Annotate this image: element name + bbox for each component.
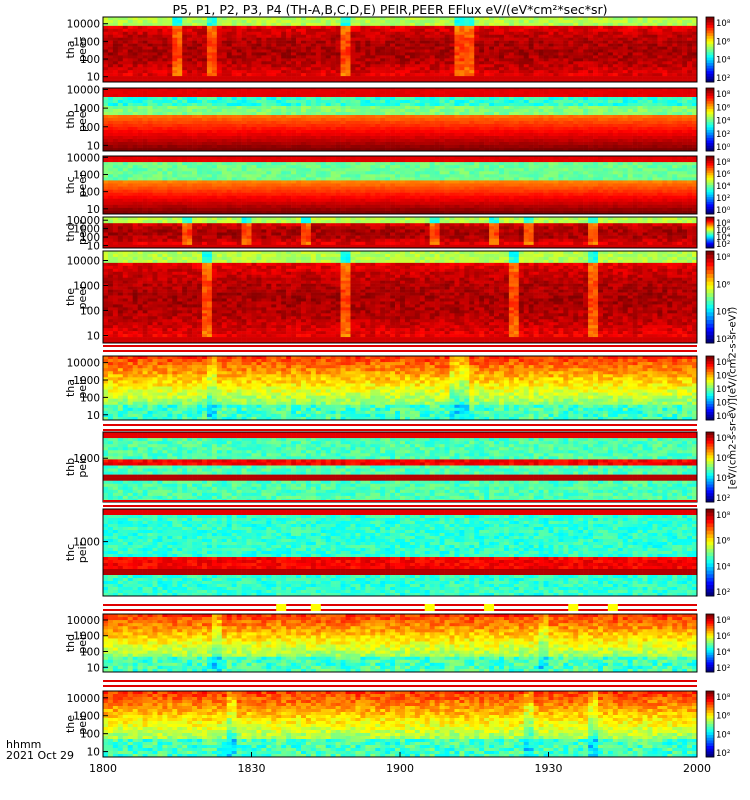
flag-mark [276, 604, 286, 611]
flag-mark [311, 604, 321, 611]
group-separator [103, 345, 697, 352]
quality-flag-strip [103, 604, 697, 611]
y-tick-label: 10000 [67, 256, 100, 268]
y-tick-label: 10 [87, 662, 100, 674]
y-tick-label: 10000 [67, 19, 100, 31]
colorbar-tick-label: 10⁴ [716, 117, 731, 127]
quality-flag-strip [103, 424, 697, 431]
colorbar-tick-label: 10⁶ [716, 103, 731, 113]
colorbar-tick-label: 10⁰ [716, 206, 731, 216]
colorbar-tha-peer: 10⁸ 10⁶ 10⁴ 10² [706, 17, 731, 84]
colorbar-tick-label: 10⁶ [716, 537, 731, 547]
colorbar-tick-label: 10⁸ [716, 19, 731, 29]
colorbar-tick-label: 10⁴ [716, 562, 731, 572]
quality-flag-strip [103, 680, 697, 687]
y-tick-label: 10000 [67, 84, 100, 96]
colorbar-thc-peer: 10⁸ 10⁶ 10⁴ 10² 10⁰ [706, 156, 731, 216]
panel-instrument-label: peer [76, 107, 89, 133]
flag-mark [484, 604, 494, 611]
panel-instrument-label: peer [76, 284, 89, 310]
colorbar-tick-label: 10⁸ [716, 158, 731, 168]
flag-mark [608, 604, 618, 611]
date-label: 2021 Oct 29 [6, 749, 74, 762]
x-tick-label: 1900 [386, 762, 414, 775]
colorbar-tick-label: 10⁸ [716, 616, 731, 626]
y-tick-label: 10000 [67, 693, 100, 705]
panel-instrument-label: peir [76, 541, 89, 563]
colorbar-tick-label: 10⁸ [716, 90, 731, 100]
colorbar-tick-label: 10⁴ [716, 56, 731, 66]
panel-instrument-label: peir [76, 713, 89, 735]
colorbar-tick-label: 10² [716, 749, 730, 759]
y-tick-label: 10 [87, 410, 100, 422]
colorbar-tick-label: 10² [716, 664, 730, 674]
y-tick-label: 10000 [67, 358, 100, 370]
colorbar-tick-label: 10⁸ [716, 693, 731, 703]
y-tick-label: 10 [87, 72, 100, 84]
y-tick-label: 10 [87, 204, 100, 216]
colorbar-tick-label: 10² [716, 240, 730, 250]
colorbar-tick-label: 10⁶ [716, 632, 731, 642]
colorbar-thc-peir: 10⁸ 10⁶ 10⁴ 10² [706, 509, 731, 598]
quality-flag-strip [103, 500, 697, 507]
x-tick-label: 1930 [535, 762, 563, 775]
colorbar-tick-label: 10⁴ [716, 182, 731, 192]
colorbar-tick-label: 10² [716, 74, 730, 84]
colorbar-tick-label: 10² [716, 494, 730, 504]
colorbar-tick-label: 10⁴ [716, 648, 731, 658]
colorbar-the-peir: 10⁸ 10⁶ 10⁴ 10² [706, 691, 731, 759]
colorbar-tick-label: 10² [716, 588, 730, 598]
panel-instrument-label: peir [76, 632, 89, 654]
y-tick-label: 10 [87, 747, 100, 759]
colorbar-tick-label: 10⁰ [716, 143, 731, 153]
y-tick-label: 10000 [67, 615, 100, 627]
y-tick-label: 10 [87, 140, 100, 152]
colorbar-tick-label: 10⁸ [716, 253, 731, 263]
panel-instrument-label: peer [76, 220, 89, 246]
flag-mark [568, 604, 578, 611]
x-tick-label: 2000 [683, 762, 711, 775]
y-tick-label: 10000 [67, 152, 100, 164]
colorbar-label-text: [eV/(cm2-s-sr-eV)](eV/(cm2-s-sr-eV)) [728, 307, 739, 490]
panel-instrument-label: peer [76, 172, 89, 198]
x-tick-label: 1830 [238, 762, 266, 775]
y-tick-label: 10 [87, 330, 100, 342]
colorbar-thd-peir: 10⁸ 10⁶ 10⁴ 10² [706, 614, 731, 674]
panel-instrument-label: peer [76, 37, 89, 63]
colorbar-thb-peer: 10⁸ 10⁶ 10⁴ 10² 10⁰ [706, 88, 731, 153]
colorbar-tick-label: 10⁶ [716, 712, 731, 722]
panel-instrument-label: peir [76, 377, 89, 399]
colorbar-tick-label: 10⁸ [716, 511, 731, 521]
x-tick-label: 1800 [89, 762, 117, 775]
colorbar-tick-label: 10⁶ [716, 280, 731, 290]
flag-mark [425, 604, 435, 611]
spectrogram-stack: 10000100010010tha peer10⁸10⁶10⁴10²1000010… [0, 0, 750, 800]
colorbar-tick-label: 10⁶ [716, 37, 731, 47]
colorbar-tick-label: 10² [716, 194, 730, 204]
panel-instrument-label: peir [76, 456, 89, 478]
colorbar-tick-label: 10² [716, 130, 730, 140]
colorbar-tick-label: 10⁶ [716, 170, 731, 180]
colorbar-tick-label: 10⁴ [716, 730, 731, 740]
